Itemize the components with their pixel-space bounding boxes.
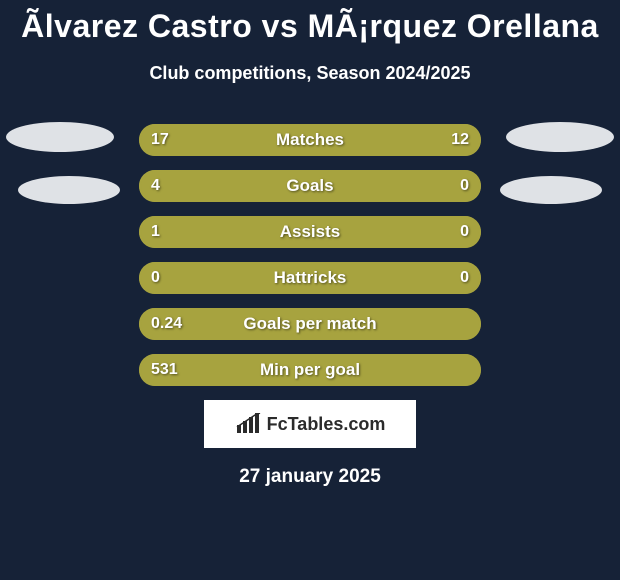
player-oval-1 — [506, 122, 614, 152]
player-oval-0 — [6, 122, 114, 152]
stat-row-assists: 10Assists — [139, 216, 481, 248]
branding-text: FcTables.com — [267, 414, 386, 435]
stat-row-goals: 40Goals — [139, 170, 481, 202]
stat-label: Goals per match — [139, 308, 481, 340]
branding-badge: FcTables.com — [204, 400, 416, 448]
player-oval-3 — [500, 176, 602, 204]
chart-icon — [235, 413, 261, 435]
stat-row-goals-per-match: 0.24Goals per match — [139, 308, 481, 340]
page-title: Ãlvarez Castro vs MÃ¡rquez Orellana — [0, 0, 620, 45]
stat-label: Hattricks — [139, 262, 481, 294]
stat-label: Min per goal — [139, 354, 481, 386]
stat-label: Goals — [139, 170, 481, 202]
stat-label: Assists — [139, 216, 481, 248]
player-oval-2 — [18, 176, 120, 204]
stat-row-min-per-goal: 531Min per goal — [139, 354, 481, 386]
subtitle: Club competitions, Season 2024/2025 — [0, 63, 620, 84]
stats-container: 1712Matches 40Goals 10Assists 00Hattricks 0.… — [139, 124, 481, 386]
stat-row-hattricks: 00Hattricks — [139, 262, 481, 294]
footer-date: 27 january 2025 — [0, 466, 620, 488]
stat-label: Matches — [139, 124, 481, 156]
stat-row-matches: 1712Matches — [139, 124, 481, 156]
